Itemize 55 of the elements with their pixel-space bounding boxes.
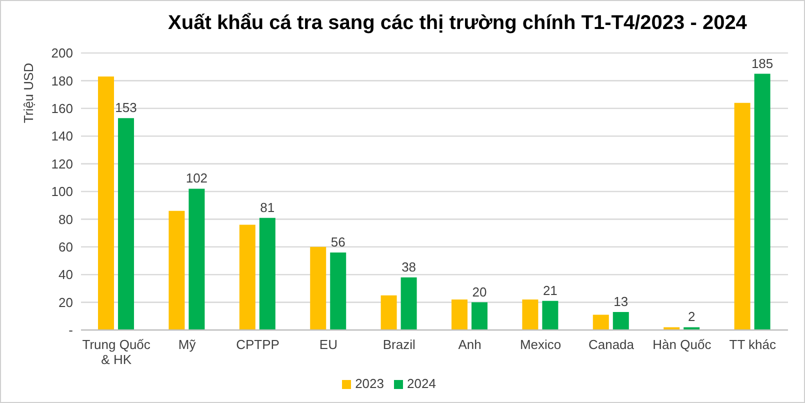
data-label: 13: [614, 294, 628, 309]
bar: [664, 327, 680, 330]
x-tick-label: Anh: [458, 337, 482, 352]
bar: [310, 246, 326, 330]
bar: [522, 300, 538, 330]
y-tick-label: 140: [51, 128, 73, 144]
x-tick-label: CPTPP: [236, 337, 280, 352]
data-label: 185: [751, 56, 774, 71]
x-tick-label: Brazil: [382, 337, 416, 352]
bar: [542, 300, 558, 330]
y-tick-label: 20: [58, 294, 73, 310]
bar: [612, 312, 629, 330]
bar: [684, 327, 700, 330]
bar: [239, 224, 256, 330]
data-label: 20: [472, 284, 487, 300]
bar: [330, 252, 346, 330]
bar: [98, 76, 114, 330]
data-label: 153: [115, 100, 137, 116]
x-tick-label: Canada: [588, 337, 635, 352]
y-tick-label: -: [68, 322, 73, 338]
legend-label: 2023: [355, 376, 384, 391]
bar: [168, 210, 185, 330]
data-label: 21: [542, 282, 558, 298]
bar: [259, 218, 276, 330]
x-tick-label: Hàn Quốc: [652, 337, 712, 352]
y-tick-label: 160: [51, 101, 73, 116]
bar: [754, 74, 770, 330]
data-label: 2: [688, 309, 696, 324]
bar: [380, 295, 397, 330]
bar: [592, 314, 609, 330]
bar: [734, 102, 750, 330]
y-axis-title: Triệu USD: [20, 62, 36, 124]
y-tick-label: 120: [51, 156, 73, 172]
x-tick-label: Mexico: [520, 337, 562, 352]
data-label: 81: [260, 200, 275, 215]
data-label: 38: [402, 259, 416, 274]
y-tick-label: 180: [51, 73, 73, 88]
bar: [400, 277, 417, 330]
x-tick-label: Mỹ: [178, 337, 196, 352]
x-tick-label: EU: [319, 337, 338, 352]
y-tick-label: 100: [51, 184, 73, 200]
bar: [188, 188, 205, 330]
bar: [452, 300, 468, 330]
x-tick-label: Trung Quốc & HK: [82, 337, 151, 368]
bar: [472, 302, 488, 330]
y-tick-label: 60: [58, 240, 73, 255]
y-tick-label: 40: [58, 267, 73, 282]
y-tick-label: 200: [51, 46, 73, 61]
legend-label: 2024: [407, 376, 436, 391]
bar: [118, 118, 134, 330]
chart-title: Xuất khẩu cá tra sang các thị trường chính T1-T4/2023 - 2024: [167, 12, 748, 35]
y-tick-label: 80: [58, 212, 73, 227]
data-label: 102: [186, 170, 208, 186]
x-tick-label: TT khác: [729, 337, 777, 352]
data-label: 56: [330, 234, 346, 250]
